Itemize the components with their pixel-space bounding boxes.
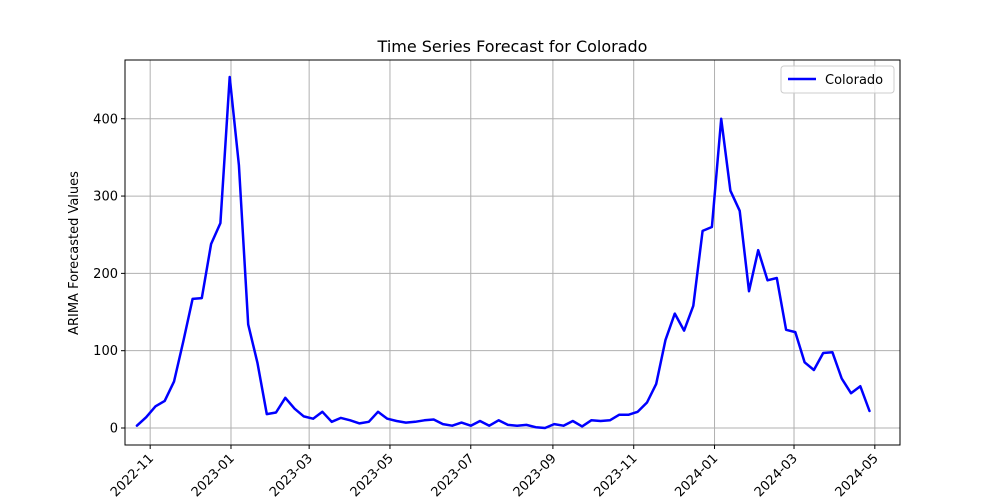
y-axis-label: ARIMA Forecasted Values	[67, 171, 82, 335]
legend-box	[780, 65, 895, 94]
y-tick-label: 400	[93, 112, 118, 127]
chart-title: Time Series Forecast for Colorado	[377, 37, 648, 56]
series-line-colorado	[135, 75, 871, 430]
y-axis: 0 100 200 300 400	[93, 112, 125, 436]
y-tick-label: 200	[93, 267, 118, 282]
y-tick-label: 100	[93, 344, 118, 359]
grid-lines	[125, 60, 900, 445]
series-layer	[135, 75, 871, 430]
legend-label-colorado: Colorado	[825, 73, 883, 88]
y-tick-label: 300	[93, 190, 118, 205]
y-tick-label: 0	[110, 421, 118, 436]
plot-frame	[124, 59, 901, 446]
legend: Colorado	[780, 65, 895, 94]
